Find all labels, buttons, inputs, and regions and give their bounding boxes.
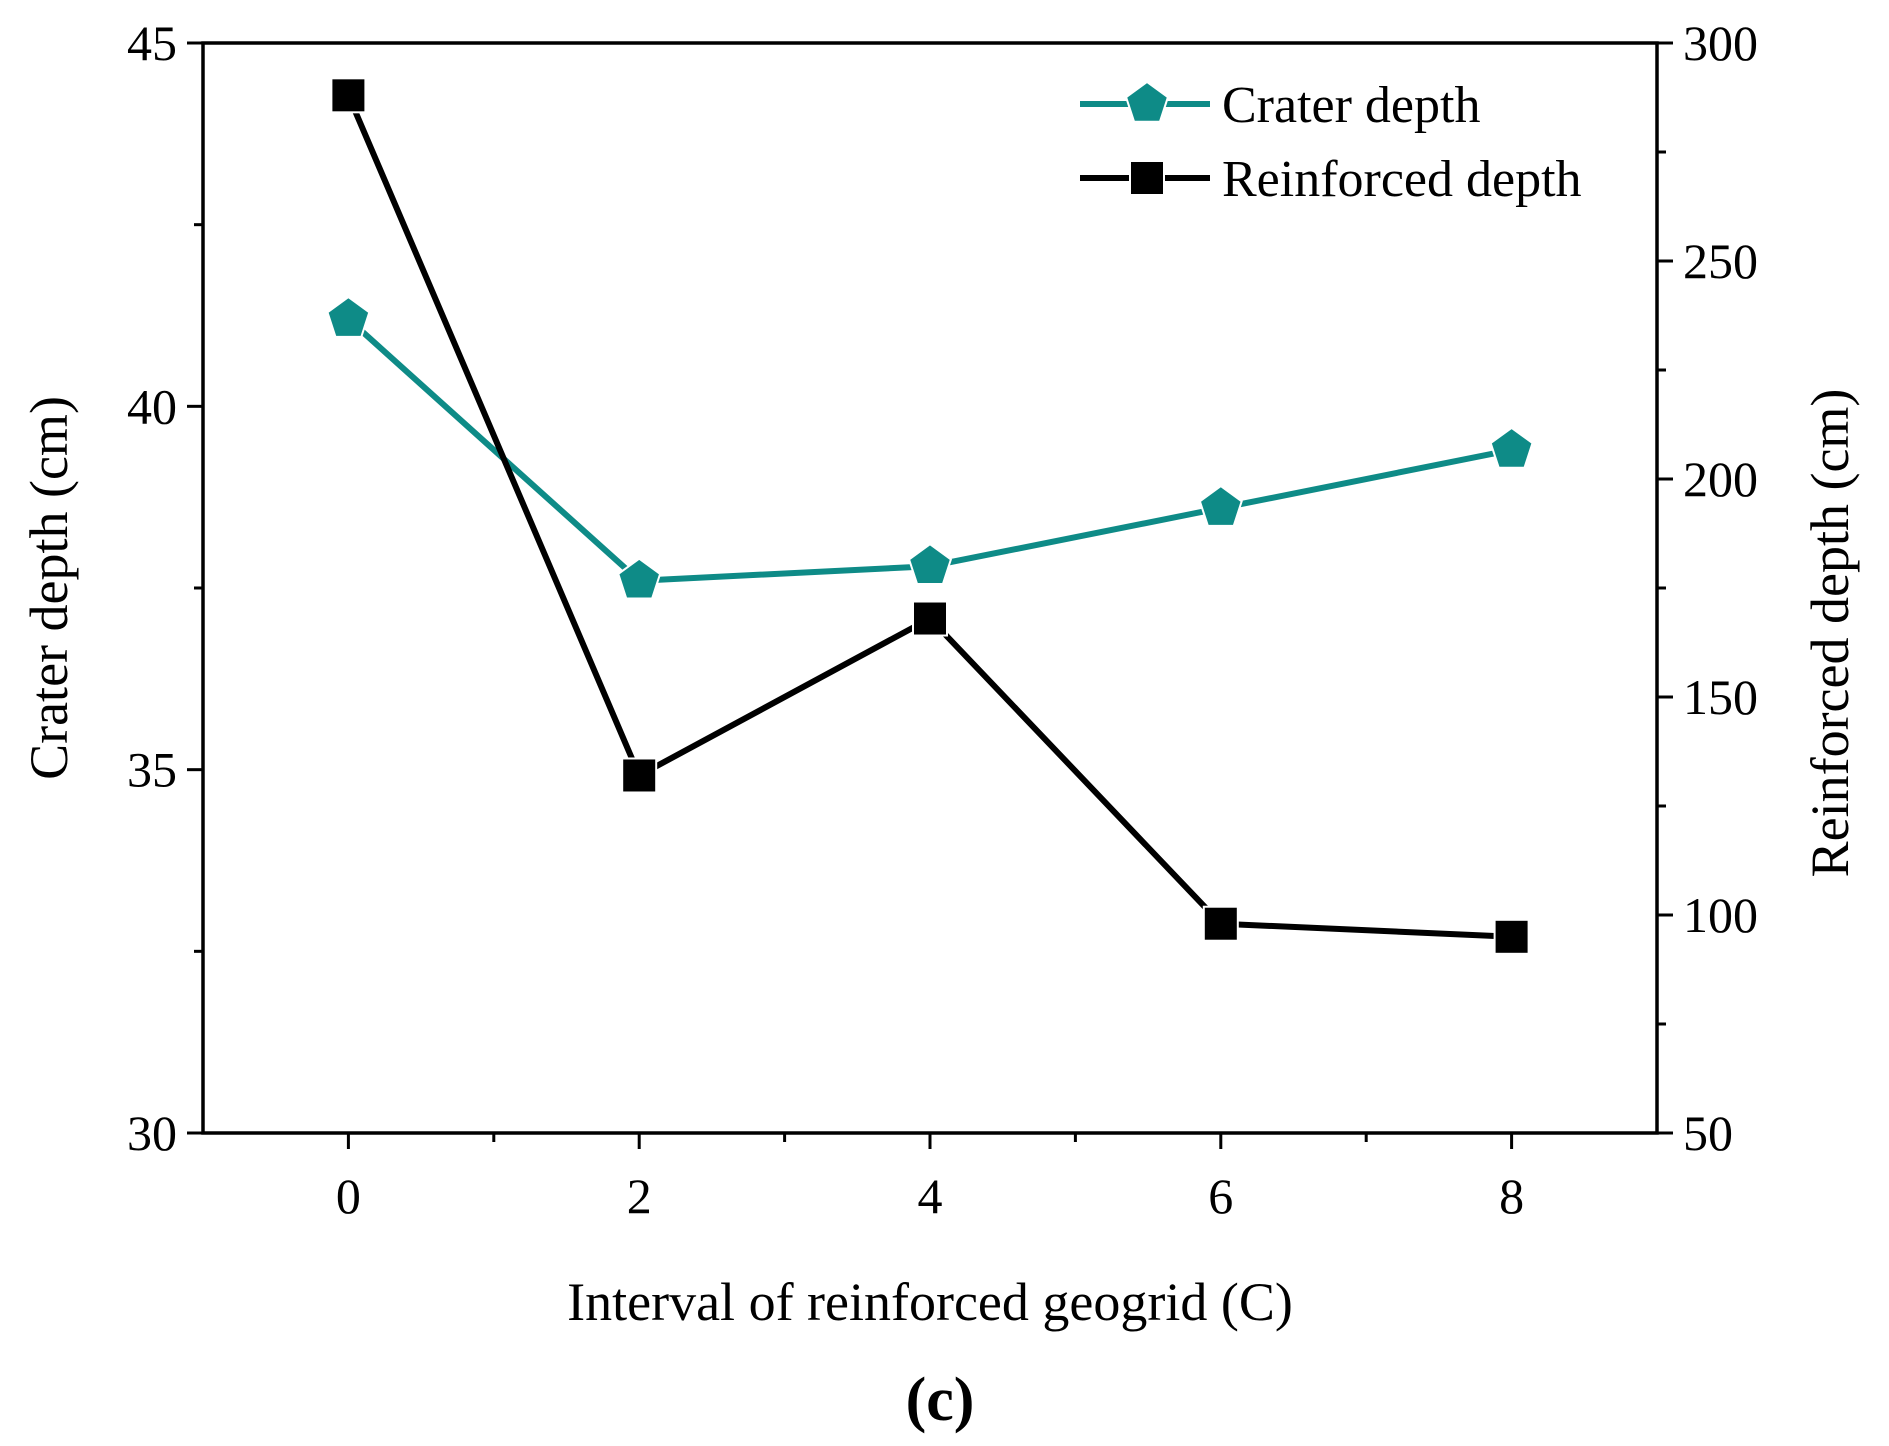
right-y-tick-label: 100 [1683, 887, 1758, 943]
x-axis-title: Interval of reinforced geogrid (C) [567, 1272, 1293, 1332]
x-tick-label: 6 [1208, 1168, 1233, 1224]
left-y-tick-label: 45 [127, 15, 177, 71]
data-point-crater-depth [1198, 484, 1243, 527]
axis-ticks: 0 2 4 6 8 30 35 40 45 50 100 150 200 250 300 [127, 15, 1758, 1224]
data-point-reinforced-depth [912, 600, 948, 637]
x-tick-label: 2 [627, 1168, 652, 1224]
left-y-tick-label: 35 [127, 742, 177, 798]
data-point-reinforced-depth [1202, 905, 1239, 942]
left-y-axis-title: Crater depth (cm) [19, 396, 79, 780]
x-tick-label: 4 [918, 1168, 943, 1224]
right-y-tick-label: 200 [1683, 451, 1758, 507]
data-point-crater-depth [1489, 426, 1534, 469]
data-point-reinforced-depth [330, 77, 367, 114]
legend: Crater depth Reinforced depth [1080, 77, 1582, 208]
data-point-reinforced-depth [1493, 918, 1530, 955]
data-point-crater-depth [326, 295, 371, 338]
series-line-crater-depth [346, 316, 1513, 584]
right-y-tick-label: 250 [1683, 233, 1758, 289]
right-y-tick-label: 50 [1683, 1105, 1733, 1161]
legend-label-crater-depth: Crater depth [1222, 77, 1480, 134]
x-tick-label: 8 [1499, 1168, 1524, 1224]
legend-marker-reinforced-depth [1129, 160, 1165, 196]
legend-label-reinforced-depth: Reinforced depth [1222, 151, 1582, 208]
right-y-tick-label: 300 [1683, 15, 1758, 71]
data-point-crater-depth [617, 557, 662, 600]
left-y-tick-label: 30 [127, 1105, 177, 1161]
x-tick-label: 0 [336, 1168, 361, 1224]
left-y-tick-label: 40 [127, 378, 177, 434]
right-y-axis-title: Reinforced depth (cm) [1800, 389, 1860, 878]
panel-label: (c) [906, 1366, 975, 1434]
right-y-tick-label: 150 [1683, 669, 1758, 725]
series-layer [326, 77, 1534, 955]
data-point-crater-depth [907, 542, 953, 585]
series-line-reinforced-depth [345, 94, 1512, 940]
legend-marker-crater-depth [1124, 80, 1170, 123]
data-point-reinforced-depth [621, 757, 658, 794]
